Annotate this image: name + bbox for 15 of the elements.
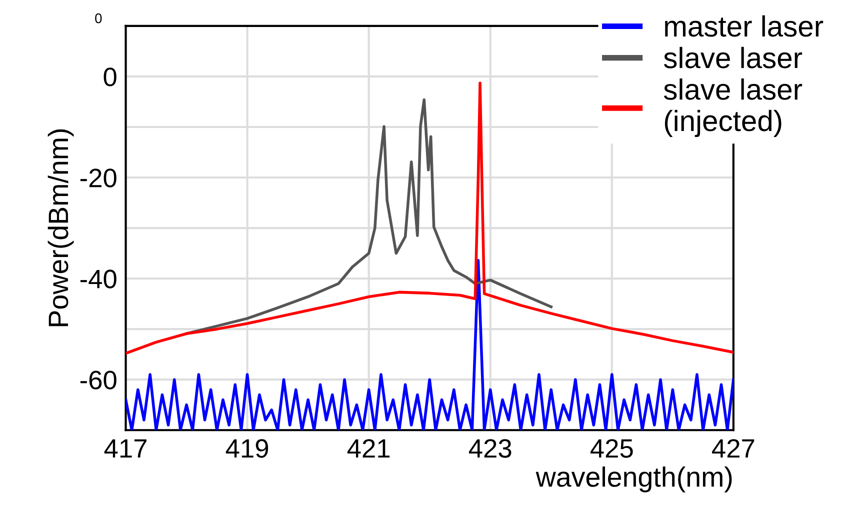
legend-label: slave laser	[664, 46, 802, 68]
legend-label: slave laser (injected)	[664, 78, 802, 138]
x-tick-label: 423	[468, 439, 512, 458]
legend-label: master laser	[665, 15, 824, 37]
y-tick-label: -40	[80, 270, 116, 288]
x-tick-label: 427	[712, 439, 754, 458]
y-tick-label: -60	[80, 370, 116, 390]
x-tick-label: 421	[347, 439, 390, 458]
y-tick-label: -20	[80, 168, 116, 188]
x-tick-label: 425	[590, 439, 633, 458]
y-axis-title: Power(dBm/nm)	[48, 129, 74, 326]
x-tick-label: 417	[104, 439, 146, 458]
x-axis-title: wavelength(nm)	[536, 466, 732, 492]
y-tick-label: 0	[104, 68, 116, 86]
x-tick-label: 419	[226, 439, 268, 458]
